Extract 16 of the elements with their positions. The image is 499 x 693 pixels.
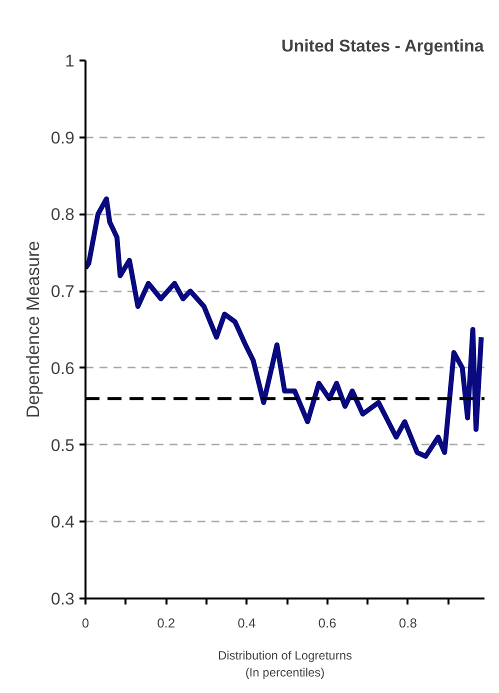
y-tick-label: 0.5 — [50, 436, 75, 455]
y-tick-label: 1 — [65, 52, 75, 70]
y-tick-label: 0.8 — [50, 205, 75, 224]
y-tick-label: 0.3 — [50, 590, 75, 608]
y-tick-label: 0.6 — [50, 358, 75, 378]
x-tick-label: 0.6 — [318, 616, 336, 630]
y-axis-title: Dependence Measure — [22, 240, 43, 418]
y-tick-label: 0.9 — [50, 128, 75, 148]
x-tick-label: 0.2 — [157, 616, 176, 630]
y-tick-label: 0.7 — [50, 282, 75, 302]
x-tick-label: 0.4 — [238, 616, 256, 630]
x-tick-label: 0 — [82, 616, 90, 630]
x-axis-title: Distribution of Logreturns (In percentiles) — [218, 648, 352, 680]
x-tick-label: 0.8 — [398, 616, 417, 630]
y-tick-label: 0.4 — [50, 512, 75, 532]
chart-title: United States - Argentina — [281, 36, 484, 56]
